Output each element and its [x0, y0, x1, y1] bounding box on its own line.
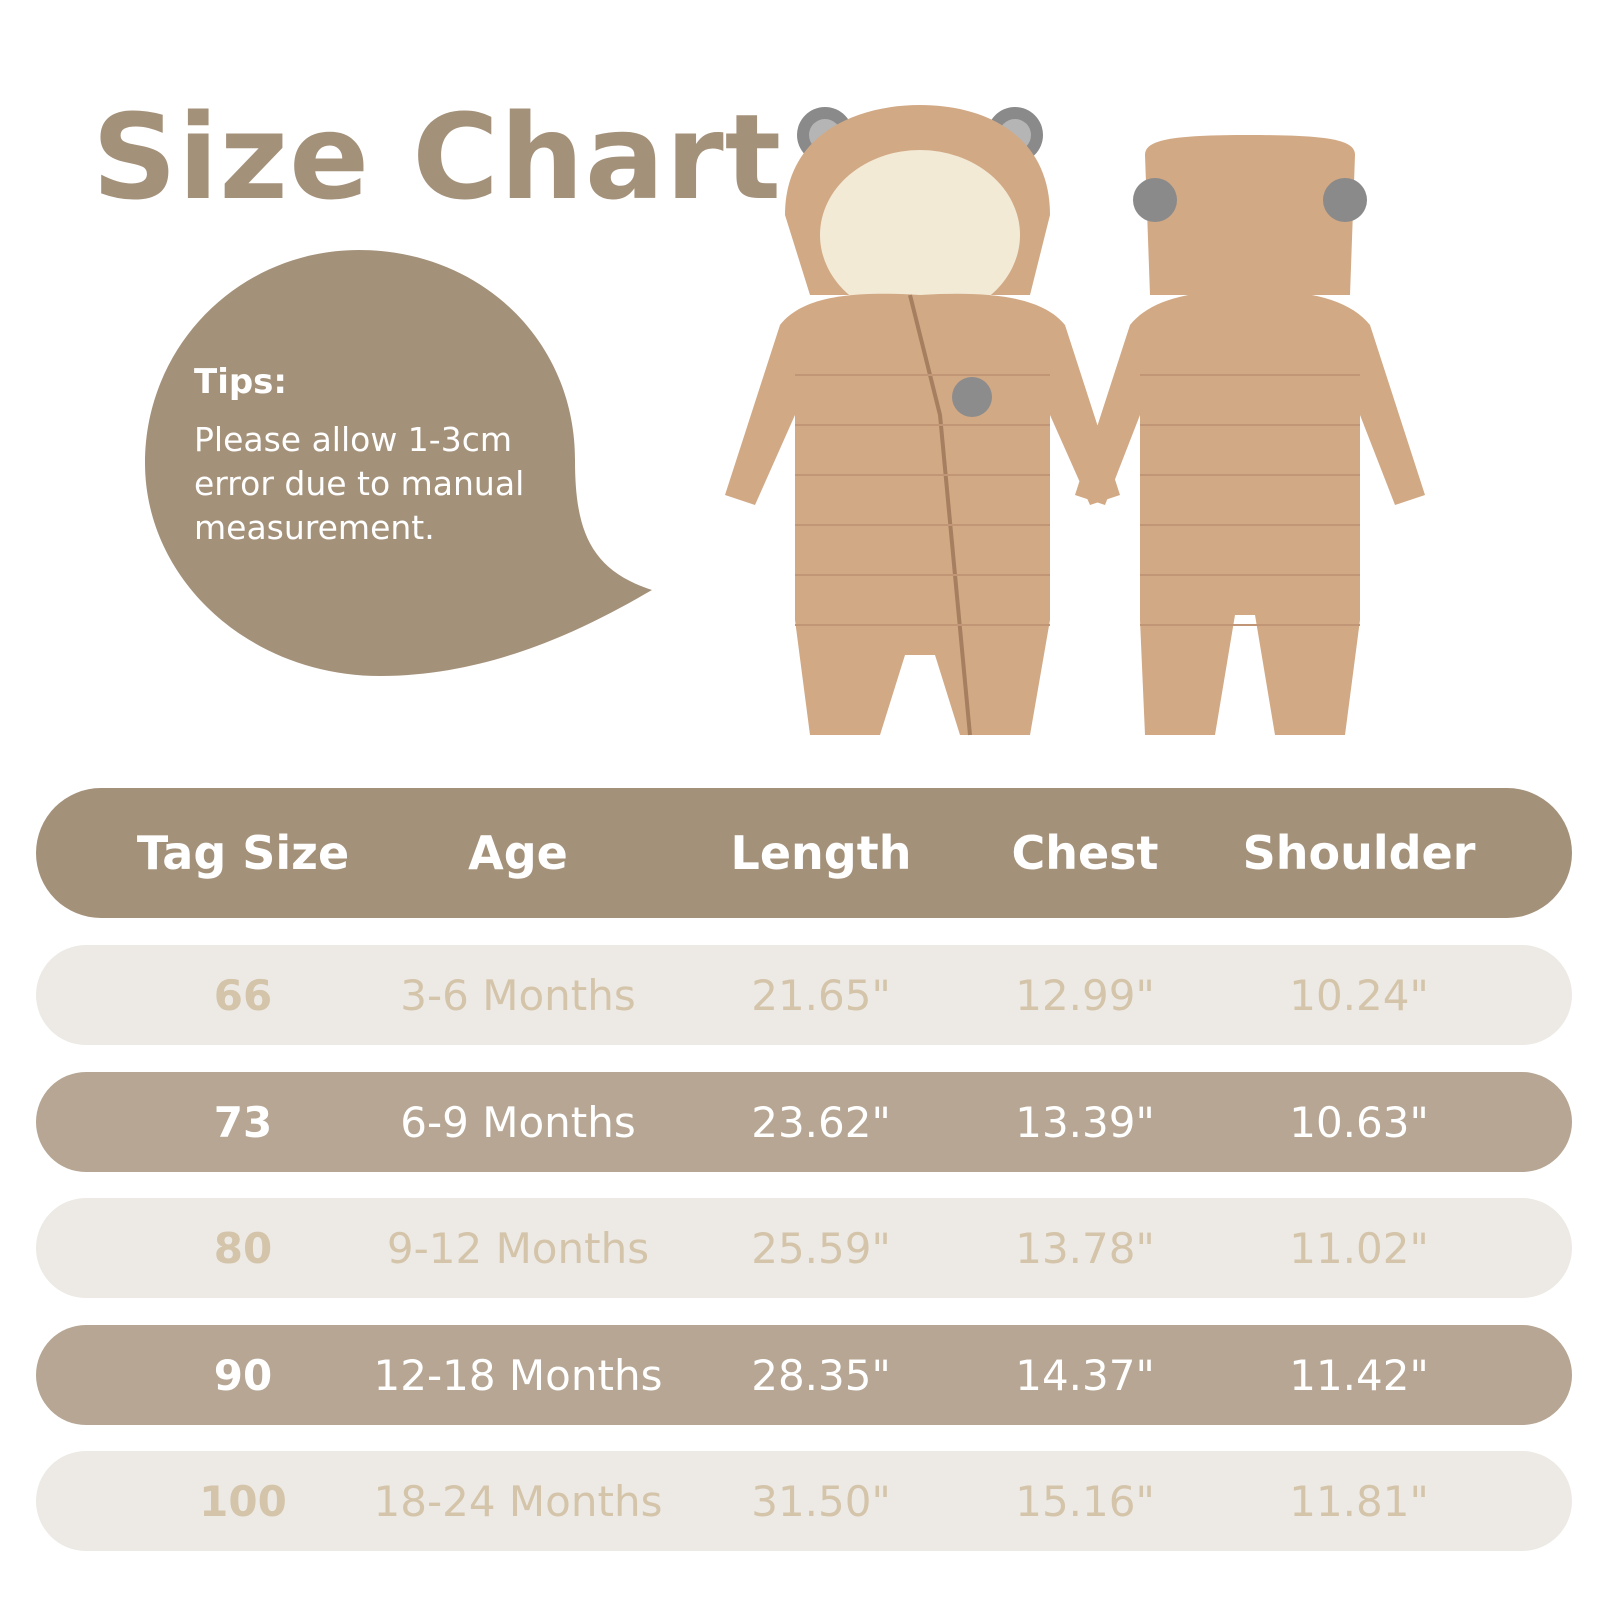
table-row: 90 12-18 Months 28.35" 14.37" 11.42" — [36, 1325, 1572, 1425]
header-tag-size: Tag Size — [136, 826, 350, 880]
table-row: 66 3-6 Months 21.65" 12.99" 10.24" — [36, 945, 1572, 1045]
cell-length: 23.62" — [751, 1097, 891, 1147]
tips-box: Tips: Please allow 1-3cm error due to ma… — [194, 362, 594, 550]
tips-heading: Tips: — [194, 362, 288, 402]
cell-length: 25.59" — [751, 1223, 891, 1273]
cell-age: 3-6 Months — [400, 970, 636, 1020]
cell-shoulder: 10.63" — [1289, 1097, 1429, 1147]
cell-chest: 15.16" — [1015, 1476, 1155, 1526]
cell-age: 12-18 Months — [373, 1350, 663, 1400]
cell-age: 6-9 Months — [400, 1097, 636, 1147]
cell-chest: 12.99" — [1015, 970, 1155, 1020]
tips-speech-bubble — [145, 250, 652, 676]
bear-patch-icon — [952, 377, 992, 417]
table-row: 73 6-9 Months 23.62" 13.39" 10.63" — [36, 1072, 1572, 1172]
header-age: Age — [468, 826, 568, 880]
cell-chest: 13.78" — [1015, 1223, 1155, 1273]
cell-shoulder: 11.42" — [1289, 1350, 1429, 1400]
cell-tag-size: 73 — [213, 1097, 273, 1147]
header-chest: Chest — [1011, 826, 1159, 880]
garment-images — [725, 105, 1425, 736]
header-length: Length — [730, 826, 912, 880]
cell-shoulder: 11.02" — [1289, 1223, 1429, 1273]
cell-tag-size: 100 — [199, 1476, 287, 1526]
cell-shoulder: 11.81" — [1289, 1476, 1429, 1526]
cell-length: 31.50" — [751, 1476, 891, 1526]
snowsuit-front-image — [725, 105, 1120, 736]
snowsuit-back-image — [1075, 135, 1425, 735]
cell-chest: 14.37" — [1015, 1350, 1155, 1400]
cell-age: 9-12 Months — [386, 1223, 650, 1273]
tips-text: Please allow 1-3cm error due to manual m… — [194, 420, 525, 547]
header-shoulder: Shoulder — [1242, 826, 1476, 880]
cell-length: 21.65" — [751, 970, 891, 1020]
cell-tag-size: 66 — [213, 970, 273, 1020]
cell-age: 18-24 Months — [373, 1476, 663, 1526]
table-header: Tag Size Age Length Chest Shoulder — [36, 788, 1572, 918]
cell-tag-size: 80 — [213, 1223, 273, 1273]
page-title: Size Chart — [92, 88, 783, 226]
table-row: 100 18-24 Months 31.50" 15.16" 11.81" — [36, 1451, 1572, 1551]
table-row: 80 9-12 Months 25.59" 13.78" 11.02" — [36, 1198, 1572, 1298]
cell-tag-size: 90 — [213, 1350, 273, 1400]
cell-chest: 13.39" — [1015, 1097, 1155, 1147]
cell-shoulder: 10.24" — [1289, 970, 1429, 1020]
cell-length: 28.35" — [751, 1350, 891, 1400]
